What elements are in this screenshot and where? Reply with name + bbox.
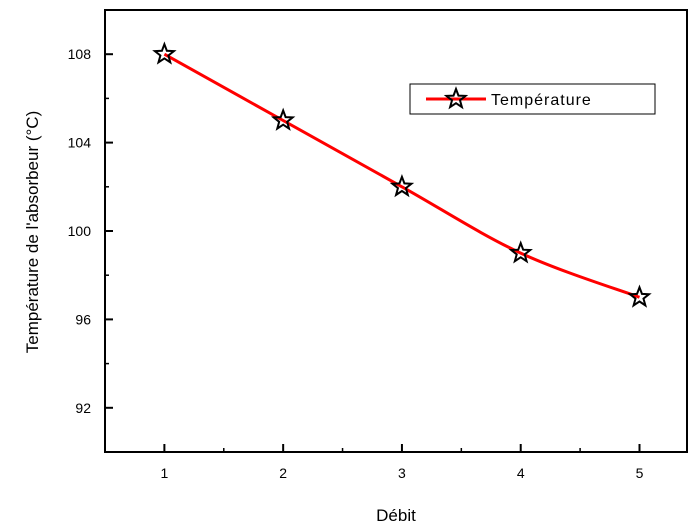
x-tick-label: 3: [398, 465, 406, 481]
y-tick-label: 104: [68, 135, 92, 151]
x-tick-label: 4: [517, 465, 525, 481]
legend-label: Température: [491, 92, 592, 109]
y-tick-label: 92: [75, 400, 91, 416]
y-tick-label: 108: [68, 46, 92, 62]
data-point-star-icon: [627, 284, 652, 308]
y-axis: 92 96 100 104 108: [68, 46, 113, 416]
series-line: [163, 52, 641, 299]
x-tick-label: 5: [636, 465, 644, 481]
star-icon: [443, 86, 469, 110]
y-tick-label: 100: [68, 223, 92, 239]
x-axis: 1 2 3 4 5: [104, 444, 644, 481]
legend: Température: [409, 83, 656, 115]
x-tick-label: 2: [279, 465, 287, 481]
x-axis-title: Débit: [376, 506, 416, 525]
legend-star-icon: [443, 86, 469, 110]
y-tick-label: 96: [75, 311, 91, 327]
y-axis-title: Température de l'absorbeur (°C): [23, 111, 42, 353]
series-temperature: [152, 41, 652, 308]
data-point-star-icon: [508, 240, 533, 264]
data-point-star-icon: [270, 107, 296, 131]
data-point-star-icon: [389, 173, 415, 198]
data-point-star-icon: [152, 41, 177, 65]
x-tick-label: 1: [160, 465, 168, 481]
plot-frame: [104, 9, 688, 453]
